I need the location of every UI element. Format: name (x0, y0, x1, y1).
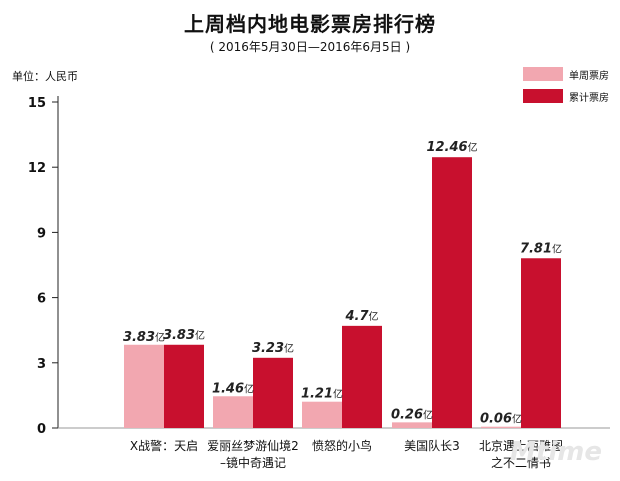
bar-cumulative (432, 157, 472, 428)
bar-weekly (481, 426, 521, 428)
y-tick-label: 6 (37, 292, 46, 307)
bar-weekly (213, 396, 253, 428)
bar-cumulative (253, 357, 293, 428)
category-label: X战警：天启 (130, 438, 198, 453)
legend-item-weekly: 单周票房 (523, 66, 609, 82)
legend-label-cumulative: 累计票房 (569, 92, 609, 104)
data-label-cumulative: 12.46亿 (426, 140, 477, 155)
category-label: 愤怒的小鸟 (312, 438, 372, 453)
chart-title: 上周档内地电影票房排行榜 (184, 12, 436, 36)
category-label: 之不二情书 (491, 456, 551, 470)
data-label-cumulative: 4.7亿 (344, 309, 378, 324)
y-tick-label: 12 (28, 161, 46, 176)
bar-weekly (302, 401, 342, 428)
y-tick-label: 0 (37, 422, 46, 437)
legend-swatch-cumulative (523, 89, 563, 103)
category-label: 北京遇上西雅图 (479, 438, 563, 453)
data-label-weekly: 0.26亿 (391, 407, 433, 422)
data-label-cumulative: 3.83亿 (163, 328, 205, 343)
data-label-weekly: 0.06亿 (480, 412, 522, 427)
data-label-weekly: 3.83亿 (123, 330, 165, 345)
data-label-cumulative: 3.23亿 (252, 341, 294, 356)
category-label: 美国队长3 (404, 438, 460, 453)
unit-label: 单位：人民币 (12, 70, 78, 83)
y-tick-label: 3 (37, 357, 46, 372)
bar-cumulative (164, 344, 204, 428)
category-label: –镜中奇遇记 (220, 455, 286, 470)
watermark: Mtime (510, 437, 602, 467)
data-label-weekly: 1.46亿 (212, 381, 254, 396)
category-label: 爱丽丝梦游仙境2 (207, 438, 299, 453)
y-tick-label: 9 (37, 226, 46, 241)
bar-cumulative (521, 258, 561, 428)
legend: 单周票房 累计票房 (523, 66, 609, 110)
legend-label-weekly: 单周票房 (569, 70, 609, 82)
chart-subtitle: ( 2016年5月30日—2016年6月5日 ) (209, 40, 411, 54)
bar-cumulative (342, 325, 382, 428)
legend-swatch-weekly (523, 67, 563, 81)
bar-weekly (124, 344, 164, 428)
y-tick-label: 15 (28, 96, 46, 111)
data-label-cumulative: 7.81亿 (520, 241, 562, 256)
data-label-weekly: 1.21亿 (301, 387, 343, 402)
legend-item-cumulative: 累计票房 (523, 88, 609, 104)
bar-weekly (392, 422, 432, 428)
